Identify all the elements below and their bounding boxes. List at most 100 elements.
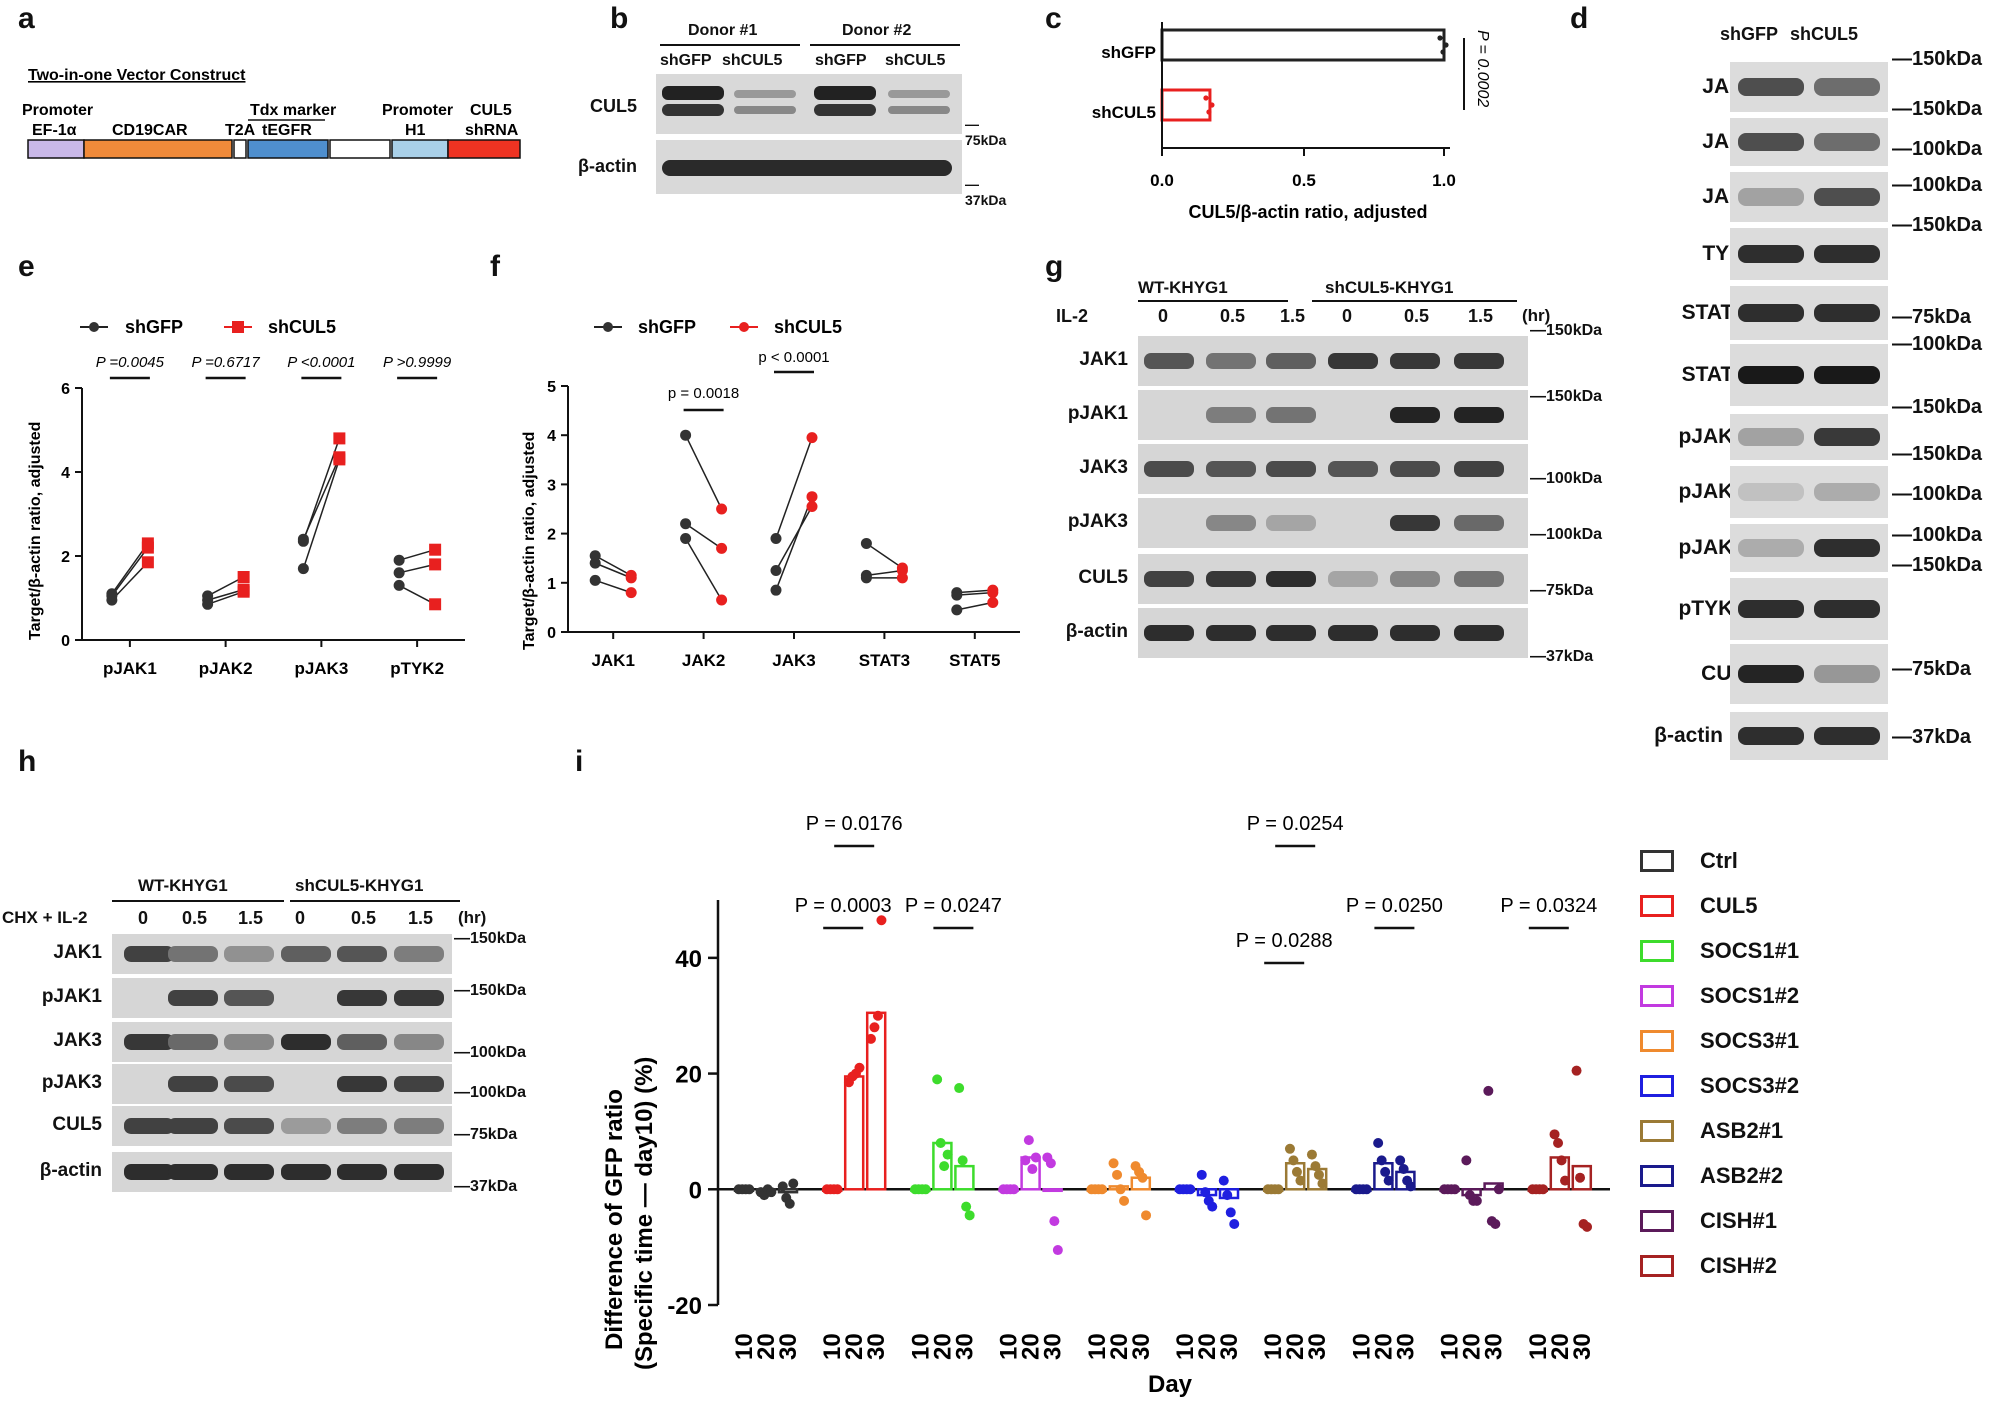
i-point xyxy=(788,1178,799,1189)
i-point xyxy=(869,1022,880,1033)
g-band xyxy=(1206,571,1256,587)
g-band xyxy=(1144,353,1194,369)
g-band xyxy=(1454,461,1504,477)
d-strip xyxy=(1730,228,1888,280)
i-point xyxy=(1200,1187,1211,1198)
g-band xyxy=(1206,625,1256,641)
i-point xyxy=(939,1161,950,1172)
y-tick-label: 5 xyxy=(547,379,556,396)
point-shcul5 xyxy=(141,556,154,569)
x-tick-label: JAK2 xyxy=(682,651,725,670)
panel-label-b: b xyxy=(610,2,629,35)
d-row-label: pJAK2 xyxy=(1678,480,1745,503)
point-shcul5 xyxy=(625,587,637,599)
i-bar xyxy=(843,1075,865,1191)
g-band xyxy=(1390,407,1440,423)
d-band xyxy=(1738,245,1804,263)
h-time-label: 1.5 xyxy=(408,908,434,928)
i-point xyxy=(1571,1065,1582,1076)
point-shcul5 xyxy=(716,503,728,515)
point-shgfp xyxy=(680,429,692,441)
chart-e: shGFP shCUL5 0 2 4 6 pJAK1 pJAK2 pJAK3 pTYK2 P =… xyxy=(27,317,465,678)
i-point xyxy=(1575,1172,1586,1183)
h-band xyxy=(168,990,218,1006)
point-shgfp xyxy=(106,590,118,602)
h-strip xyxy=(112,978,452,1018)
segment-ef1a xyxy=(27,139,85,159)
i-point xyxy=(1556,1155,1567,1166)
legend-label: ASB2#1 xyxy=(1700,1118,1784,1143)
h-time-label: 0.5 xyxy=(351,908,377,928)
h-marker-label: —150kDa xyxy=(454,982,527,999)
i-x-tick-label: 30 xyxy=(951,1333,978,1360)
lane-label: shGFP xyxy=(815,52,867,69)
c-point xyxy=(1443,42,1449,48)
c-category-shcul5: shCUL5 xyxy=(1092,103,1156,122)
i-point xyxy=(1380,1166,1391,1177)
d-band xyxy=(1814,539,1880,557)
h-time-label: 0.5 xyxy=(182,908,208,928)
h-marker-label: —37kDa xyxy=(454,1178,518,1195)
legend-swatch xyxy=(1640,1210,1674,1232)
i-point xyxy=(832,1184,843,1195)
g-row-label: JAK3 xyxy=(1079,457,1128,478)
vector-title: Two-in-one Vector Construct xyxy=(28,67,246,84)
i-point xyxy=(1398,1164,1409,1175)
legend-swatch xyxy=(1640,1165,1674,1187)
h-group2-label: shCUL5-KHYG1 xyxy=(295,876,424,895)
blot-strip-cul5 xyxy=(656,74,962,134)
x-tick-label: JAK3 xyxy=(772,651,815,670)
g-row-label: β-actin xyxy=(1065,621,1128,642)
c-xlabel: CUL5/β-actin ratio, adjusted xyxy=(1188,202,1427,222)
g-band xyxy=(1454,515,1504,531)
i-legend: Ctrl CUL5 SOCS1#1 SOCS1#2 SOCS3#1 SOCS3#2 ASB2… xyxy=(1640,848,1990,1318)
i-point xyxy=(1112,1169,1123,1180)
point-shgfp xyxy=(680,518,692,530)
i-y-tick-label: 20 xyxy=(675,1062,702,1089)
i-point xyxy=(1225,1207,1236,1218)
point-shcul5 xyxy=(429,558,442,571)
y-tick-label: 2 xyxy=(547,527,556,544)
g-band xyxy=(1390,515,1440,531)
x-tick-label: pJAK1 xyxy=(103,659,157,678)
point-shgfp xyxy=(297,533,309,545)
d-strip xyxy=(1730,524,1888,572)
i-point xyxy=(932,1074,943,1085)
h-unit-label: (hr) xyxy=(458,908,487,927)
d-band xyxy=(1814,245,1880,263)
panel-b-blot: Donor #1 Donor #2 shGFP shCUL5 shGFP shC… xyxy=(560,0,1010,210)
h-row-label: β-actin xyxy=(39,1160,102,1181)
h-band xyxy=(281,946,331,962)
h-band xyxy=(394,1034,444,1050)
d-marker-label: —150kDa xyxy=(1892,443,1983,465)
point-shcul5 xyxy=(987,587,999,599)
e-ylabel: Target/β-actin ratio, adjusted xyxy=(27,422,44,640)
i-x-tick-label: 30 xyxy=(1392,1333,1419,1360)
h-band xyxy=(124,1118,174,1134)
i-point xyxy=(1141,1210,1152,1221)
g-strip xyxy=(1138,554,1528,604)
i-x-tick-label: 20 xyxy=(1370,1333,1397,1360)
y-tick-label: 6 xyxy=(61,381,70,398)
d-marker-label: —100kDa xyxy=(1892,333,1983,355)
d-marker-label: —150kDa xyxy=(1892,214,1983,236)
segment-cd19car xyxy=(83,139,233,159)
i-x-tick-label: 10 xyxy=(1437,1333,1464,1360)
i-point xyxy=(935,1138,946,1148)
d-band xyxy=(1814,727,1880,745)
i-x-tick-label: 30 xyxy=(1304,1333,1331,1360)
g-row-label: JAK1 xyxy=(1079,349,1128,370)
segment-t2a xyxy=(233,139,247,159)
h-strip xyxy=(112,1022,452,1062)
h-group1-label: WT-KHYG1 xyxy=(138,876,228,895)
c-bar-shCUL5 xyxy=(1160,88,1212,122)
point-shgfp xyxy=(770,565,782,576)
i-point xyxy=(1030,1152,1041,1163)
h-time-label: 1.5 xyxy=(238,908,264,928)
legend-label: CISH#2 xyxy=(1700,1253,1778,1278)
h-marker-label: —75kDa xyxy=(454,1126,518,1143)
label-cd19car: CD19CAR xyxy=(112,122,188,139)
i-point xyxy=(1045,1158,1056,1169)
i-point xyxy=(1185,1184,1196,1195)
i-x-tick-label: 10 xyxy=(1172,1333,1199,1360)
